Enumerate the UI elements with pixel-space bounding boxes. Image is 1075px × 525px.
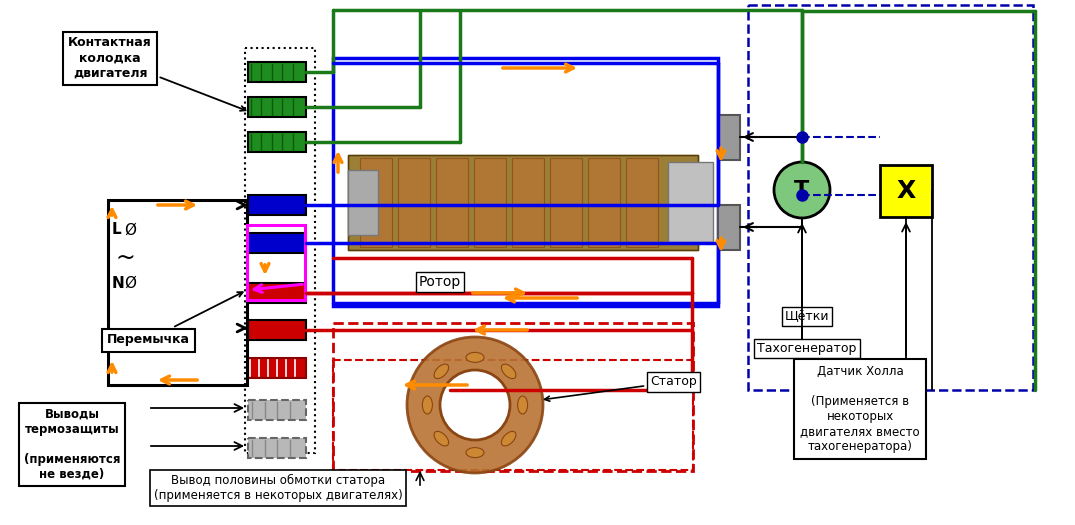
Bar (333, 360, 693, 470)
Bar (348, 170, 378, 235)
Ellipse shape (465, 448, 484, 458)
Text: L: L (112, 223, 121, 237)
Text: X: X (897, 179, 916, 203)
Text: Вывод половины обмотки статора
(применяется в некоторых двигателях): Вывод половины обмотки статора (применяе… (154, 474, 402, 502)
Text: Датчик Холла

(Применяется в
некоторых
двигателях вместо
тахогенератора): Датчик Холла (Применяется в некоторых дв… (800, 365, 920, 453)
Bar (718, 205, 740, 250)
Bar (248, 195, 306, 215)
Bar (436, 158, 468, 247)
Ellipse shape (501, 432, 516, 446)
Bar (333, 323, 693, 471)
Text: Ротор: Ротор (419, 275, 461, 289)
Bar (248, 283, 306, 303)
Circle shape (774, 162, 830, 218)
Bar (245, 48, 315, 453)
Bar (248, 62, 306, 82)
Text: Выводы
термозащиты

(применяются
не везде): Выводы термозащиты (применяются не везде… (24, 408, 120, 481)
Bar (748, 5, 1033, 390)
Bar (248, 358, 306, 378)
Bar (880, 165, 932, 217)
Ellipse shape (422, 396, 432, 414)
Text: N: N (112, 276, 125, 290)
Text: Контактная
колодка
двигателя: Контактная колодка двигателя (68, 37, 245, 111)
Ellipse shape (465, 352, 484, 362)
Bar (550, 158, 582, 247)
Text: Щётки: Щётки (785, 310, 829, 323)
Bar (348, 155, 698, 250)
Text: Ø: Ø (124, 276, 137, 290)
Ellipse shape (434, 364, 448, 379)
Bar (248, 97, 306, 117)
Bar (248, 400, 306, 420)
Text: T: T (794, 180, 809, 200)
Bar (626, 158, 658, 247)
Bar (718, 115, 740, 160)
Bar (248, 438, 306, 458)
Ellipse shape (434, 432, 448, 446)
Bar (360, 158, 392, 247)
Bar (247, 225, 305, 300)
Text: Перемычка: Перемычка (106, 292, 243, 346)
Bar (248, 320, 306, 340)
Text: Статор: Статор (545, 375, 697, 401)
Bar (668, 162, 713, 242)
Bar (398, 158, 430, 247)
Bar (588, 158, 620, 247)
Circle shape (440, 370, 510, 440)
Bar (512, 158, 544, 247)
Text: Ø: Ø (124, 223, 137, 237)
Bar (108, 200, 247, 385)
Circle shape (407, 337, 543, 473)
Bar (474, 158, 506, 247)
Bar (333, 58, 718, 306)
Ellipse shape (517, 396, 528, 414)
Ellipse shape (501, 364, 516, 379)
Bar (248, 233, 306, 253)
Text: ~: ~ (116, 246, 135, 270)
Bar (348, 155, 698, 250)
Text: Тахогенератор: Тахогенератор (757, 342, 857, 355)
Bar (248, 132, 306, 152)
